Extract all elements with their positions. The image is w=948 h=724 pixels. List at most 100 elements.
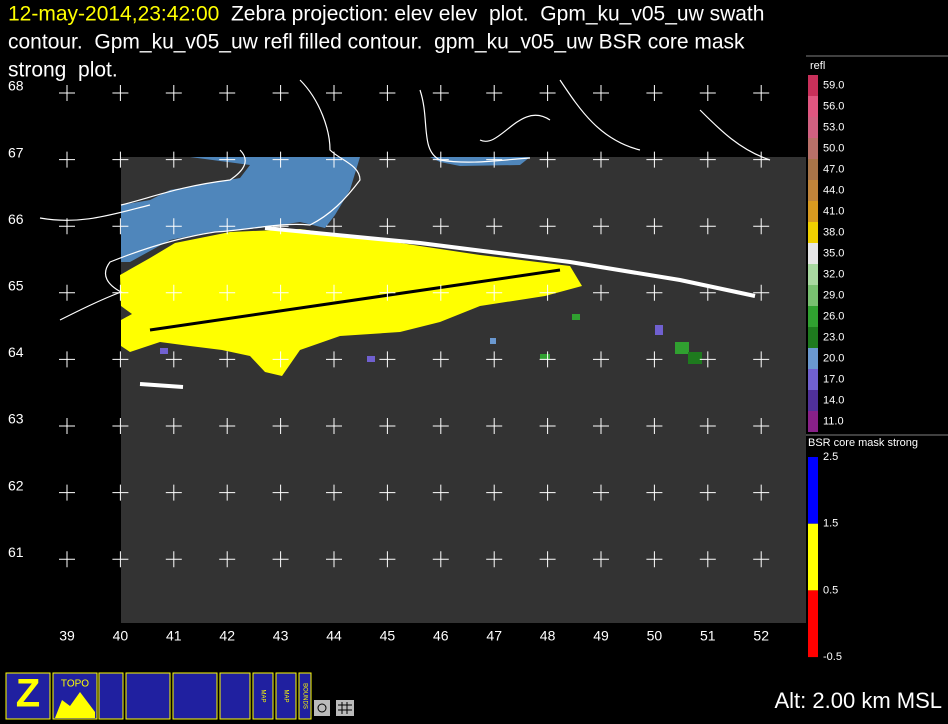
icon-grid-art — [338, 702, 352, 714]
icon[interactable] — [219, 672, 251, 720]
legend-swatch — [808, 327, 818, 348]
legend-swatch — [808, 201, 818, 222]
lon-label: 50 — [647, 628, 663, 644]
icon-map[interactable] — [275, 672, 297, 720]
lat-label: 67 — [8, 144, 24, 160]
grid-cross — [219, 484, 236, 501]
grid-cross — [646, 551, 663, 568]
icon-target[interactable] — [314, 700, 330, 716]
grid-cross — [272, 551, 289, 568]
grid-cross — [326, 218, 342, 235]
lat-label: 62 — [8, 477, 24, 493]
grid-cross — [112, 151, 129, 168]
legend-swatch — [808, 285, 818, 306]
grid-cross — [272, 151, 289, 168]
legend-label: 23.0 — [823, 331, 844, 343]
grid-cross — [539, 551, 556, 568]
legend-swatch — [808, 306, 818, 327]
grid-cross — [165, 85, 182, 101]
icon-grid[interactable] — [336, 700, 354, 716]
grid-cross — [699, 218, 716, 235]
legend-label: 50.0 — [823, 142, 844, 154]
grid-cross — [59, 151, 75, 168]
icon-topo-art — [55, 692, 95, 718]
grid-cross — [59, 284, 75, 301]
grid-cross — [432, 551, 449, 568]
legend-label: 32.0 — [823, 268, 844, 280]
lon-label: 43 — [273, 628, 289, 644]
legend-label: 11.0 — [823, 415, 844, 427]
legend-swatch — [808, 523, 818, 591]
lon-label: 40 — [113, 628, 129, 644]
grid-cross — [699, 484, 716, 501]
grid-cross — [753, 151, 770, 168]
grid-cross — [593, 85, 609, 101]
grid-cross — [379, 418, 396, 434]
icon[interactable] — [98, 672, 124, 720]
legend-title: refl — [810, 60, 825, 72]
legend-swatch — [808, 117, 818, 138]
grid-cross — [379, 85, 396, 101]
grid-cross — [593, 551, 609, 568]
legend-swatch — [808, 138, 818, 159]
legend-label: 29.0 — [823, 289, 844, 301]
legend-swatch — [808, 369, 818, 390]
status-altitude: Alt: 2.00 km MSL — [774, 688, 942, 713]
title-line: Zebra projection: elev elev plot. Gpm_ku… — [219, 2, 764, 25]
ground-track — [149, 268, 561, 332]
grid-cross — [112, 85, 129, 101]
grid-cross — [753, 284, 770, 301]
grid-cross — [379, 151, 396, 168]
grid-cross — [112, 418, 129, 434]
lon-label: 51 — [700, 628, 716, 644]
icon-zebra[interactable] — [5, 672, 51, 720]
grid-cross — [699, 418, 716, 434]
grid-cross — [59, 351, 75, 368]
grid-cross — [646, 484, 663, 501]
grid-cross — [219, 351, 236, 368]
legend-swatch — [808, 457, 818, 524]
legend-label: 26.0 — [823, 310, 844, 322]
lon-label: 49 — [593, 628, 609, 644]
grid-cross — [112, 351, 129, 368]
grid-cross — [112, 284, 129, 301]
lat-label: 66 — [8, 211, 24, 227]
grid-cross — [753, 218, 770, 235]
lon-label: 41 — [166, 628, 182, 644]
grid-cross — [539, 151, 556, 168]
icon[interactable] — [125, 672, 171, 720]
icon-map[interactable] — [252, 672, 274, 720]
grid-cross — [593, 284, 609, 301]
grid-cross — [112, 484, 129, 501]
grid-cross — [753, 85, 770, 101]
icon-bounds[interactable] — [298, 672, 312, 720]
grid-cross — [486, 551, 503, 568]
legend-label: 0.5 — [823, 584, 838, 596]
grid-cross — [112, 551, 129, 568]
legend-swatch — [808, 590, 818, 658]
grid-cross — [753, 484, 770, 501]
grid-cross — [379, 284, 396, 301]
grid-cross — [165, 151, 182, 168]
grid-cross — [593, 151, 609, 168]
grid-cross — [219, 218, 236, 235]
lat-label: 63 — [8, 411, 24, 427]
legend-label: 38.0 — [823, 226, 844, 238]
grid-cross — [432, 218, 449, 235]
legend-label: 1.5 — [823, 518, 838, 530]
grid-cross — [326, 551, 342, 568]
legend-swatch — [808, 159, 818, 180]
grid-cross — [432, 85, 449, 101]
legend-label: 44.0 — [823, 184, 844, 196]
lon-label: 39 — [59, 628, 75, 644]
grid-crosses — [59, 85, 770, 568]
grid-cross — [753, 351, 770, 368]
title-time: 12-may-2014,23:42:00 — [8, 2, 219, 25]
grid-cross — [272, 418, 289, 434]
grid-cross — [539, 284, 556, 301]
grid-cross — [272, 284, 289, 301]
grid-cross — [326, 284, 342, 301]
icon[interactable] — [172, 672, 218, 720]
lat-label: 61 — [8, 544, 24, 560]
